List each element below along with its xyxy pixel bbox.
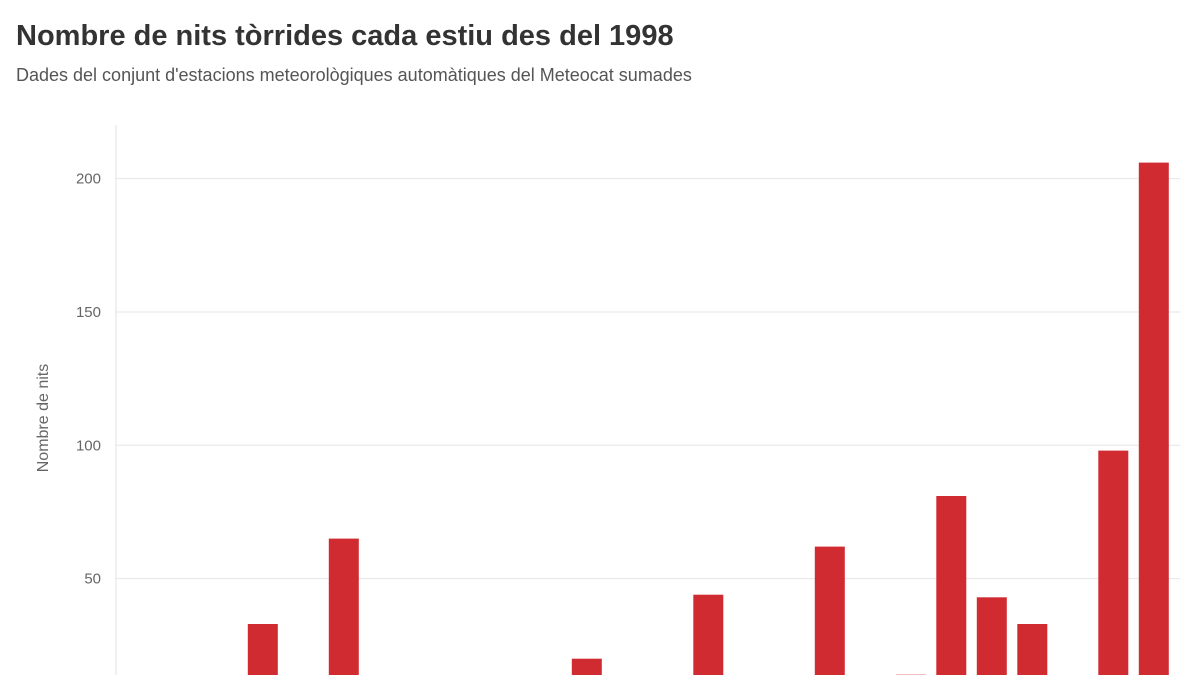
- y-tick-label: 150: [76, 304, 101, 321]
- bar-2018: [936, 496, 967, 675]
- bar-2009: [571, 658, 602, 675]
- gridlines: [116, 178, 1180, 580]
- y-tick-labels: 50 100 150 200: [76, 171, 101, 588]
- bar-2012: [693, 594, 724, 675]
- bar-2001: [247, 624, 278, 675]
- bar-2019: [976, 597, 1007, 675]
- bar-2015: [814, 546, 845, 675]
- y-tick-label: 200: [76, 171, 101, 188]
- bar-2003: [328, 538, 359, 675]
- bar-2022: [1098, 450, 1129, 675]
- y-tick-label: 50: [84, 571, 101, 588]
- chart-subtitle: Dades del conjunt d'estacions meteorològ…: [16, 65, 692, 85]
- chart-title: Nombre de nits tòrrides cada estiu des d…: [16, 20, 674, 52]
- bar-2023: [1138, 162, 1169, 675]
- bar-2020: [1017, 624, 1048, 675]
- y-axis-label: Nombre de nits: [35, 364, 52, 473]
- bars: [247, 162, 1169, 675]
- y-tick-label: 100: [76, 437, 101, 454]
